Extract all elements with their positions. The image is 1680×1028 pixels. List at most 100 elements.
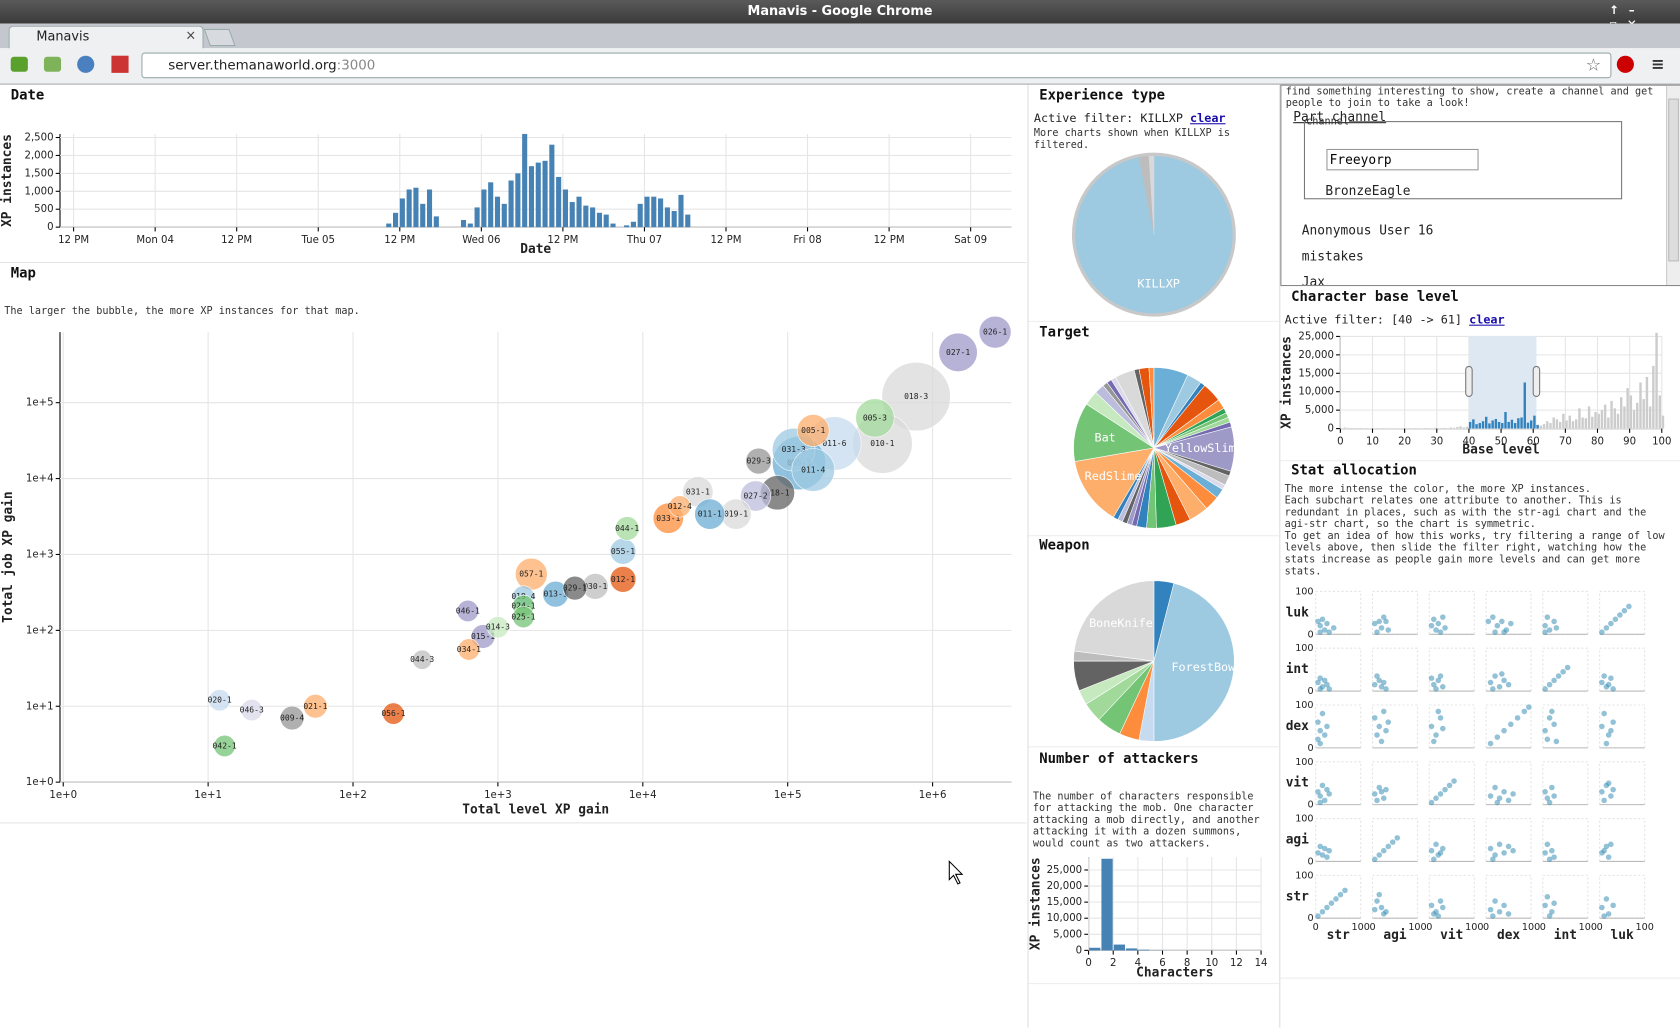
y-tick-label: 0: [47, 222, 53, 233]
stat-point: [1601, 848, 1607, 854]
bubble-label: 029-1: [563, 584, 587, 593]
bar: [420, 204, 425, 227]
y-tick-label: 1,000: [24, 186, 53, 197]
bar: [509, 181, 514, 228]
stat-point: [1526, 704, 1532, 710]
stat-point: [1438, 715, 1444, 721]
x-tick-label: 12 PM: [58, 235, 89, 246]
clear-link[interactable]: clear: [1469, 313, 1504, 327]
histogram-bar: [1114, 945, 1125, 951]
bar: [1456, 427, 1458, 428]
stat-point: [1429, 675, 1435, 681]
stat-point: [1610, 719, 1616, 725]
bubble-label: 011-1: [698, 510, 722, 519]
stat-point: [1545, 737, 1551, 743]
bar: [570, 202, 575, 227]
stat-point: [1383, 909, 1389, 915]
stat-point: [1326, 848, 1332, 854]
stat-point: [1565, 665, 1571, 671]
bar: [1498, 422, 1500, 429]
row-label: int: [1286, 662, 1309, 677]
stat-point: [1547, 913, 1553, 919]
x-tick-label: 0: [1426, 922, 1432, 933]
stat-point: [1610, 787, 1616, 793]
histogram-bar: [1101, 859, 1112, 951]
cell-frame: [1373, 762, 1418, 805]
bar: [1350, 428, 1352, 429]
stat-point: [1599, 629, 1605, 635]
stat-point: [1510, 791, 1516, 797]
stat-point: [1451, 778, 1457, 784]
stat-point: [1506, 798, 1512, 804]
stat-point: [1442, 625, 1448, 631]
stat-point: [1374, 898, 1380, 904]
bar: [1443, 428, 1445, 429]
clear-link[interactable]: clear: [1190, 111, 1225, 125]
bar: [461, 220, 466, 227]
stat-point: [1320, 711, 1326, 717]
stat-point: [1372, 715, 1378, 721]
bubble-label: 014-3: [486, 623, 510, 632]
stat-point: [1501, 728, 1507, 734]
stat-point: [1508, 621, 1514, 627]
stat-point: [1438, 850, 1444, 856]
y-axis-label: XP instances: [1279, 336, 1294, 429]
chart-title: Character base level: [1291, 289, 1459, 305]
stat-point: [1545, 614, 1551, 620]
y-tick-label: 1e+2: [26, 625, 54, 636]
bar: [658, 198, 663, 227]
stat-point: [1492, 898, 1498, 904]
bar: [576, 197, 581, 227]
stat-point: [1317, 793, 1323, 799]
filter-text: Active filter: [40 -> 61]: [1285, 313, 1462, 327]
stat-point: [1317, 623, 1323, 629]
channel-input[interactable]: [1326, 149, 1478, 170]
stat-point: [1599, 724, 1605, 730]
y-tick-label: 25,000: [1298, 331, 1334, 342]
x-axis-label: Total level XP gain: [462, 803, 609, 818]
bar: [624, 225, 629, 227]
column-label: luk: [1611, 928, 1634, 943]
y-tick-label: 0: [1307, 629, 1313, 640]
bar: [1553, 418, 1555, 429]
stat-point: [1329, 900, 1335, 906]
pie-label: RedSlime: [1085, 469, 1142, 483]
bar: [1575, 419, 1577, 428]
bar: [1540, 426, 1542, 429]
brush-handle: [1466, 366, 1472, 396]
scroll-thumb[interactable]: [1668, 99, 1679, 262]
y-tick-label: 5,000: [1305, 405, 1334, 416]
bar: [1636, 403, 1638, 429]
stat-point: [1436, 913, 1442, 919]
pie-label: YellowSlime: [1165, 441, 1243, 455]
bubble-label: 046-1: [456, 606, 480, 615]
x-tick-label: 0: [1313, 922, 1319, 933]
stat-point: [1506, 844, 1512, 850]
x-tick-label: 70: [1559, 436, 1572, 447]
bar: [1440, 428, 1442, 429]
x-tick-label: 0: [1337, 436, 1343, 447]
bar: [522, 134, 527, 227]
y-tick-label: 0: [1307, 743, 1313, 754]
stat-point: [1317, 741, 1323, 747]
y-tick-label: 20,000: [1298, 350, 1334, 361]
stat-point: [1501, 903, 1507, 909]
bar: [386, 224, 391, 228]
bar: [502, 204, 507, 227]
bar: [631, 222, 636, 227]
chart-title: Target: [1039, 325, 1089, 341]
stat-point: [1429, 903, 1435, 909]
stat-point: [1610, 903, 1616, 909]
x-tick-label: 100: [1408, 922, 1426, 933]
stat-point: [1606, 682, 1612, 688]
stat-point: [1438, 673, 1444, 679]
x-tick-label: 100: [1465, 922, 1483, 933]
x-tick-label: 1e+4: [629, 790, 657, 801]
y-tick-label: 500: [34, 204, 53, 215]
x-tick-label: Tue 05: [300, 235, 334, 246]
channel-fieldset: channel BronzeEagle: [1304, 116, 1622, 200]
bar: [665, 207, 670, 227]
bar: [1469, 422, 1471, 429]
stat-point: [1372, 682, 1378, 688]
